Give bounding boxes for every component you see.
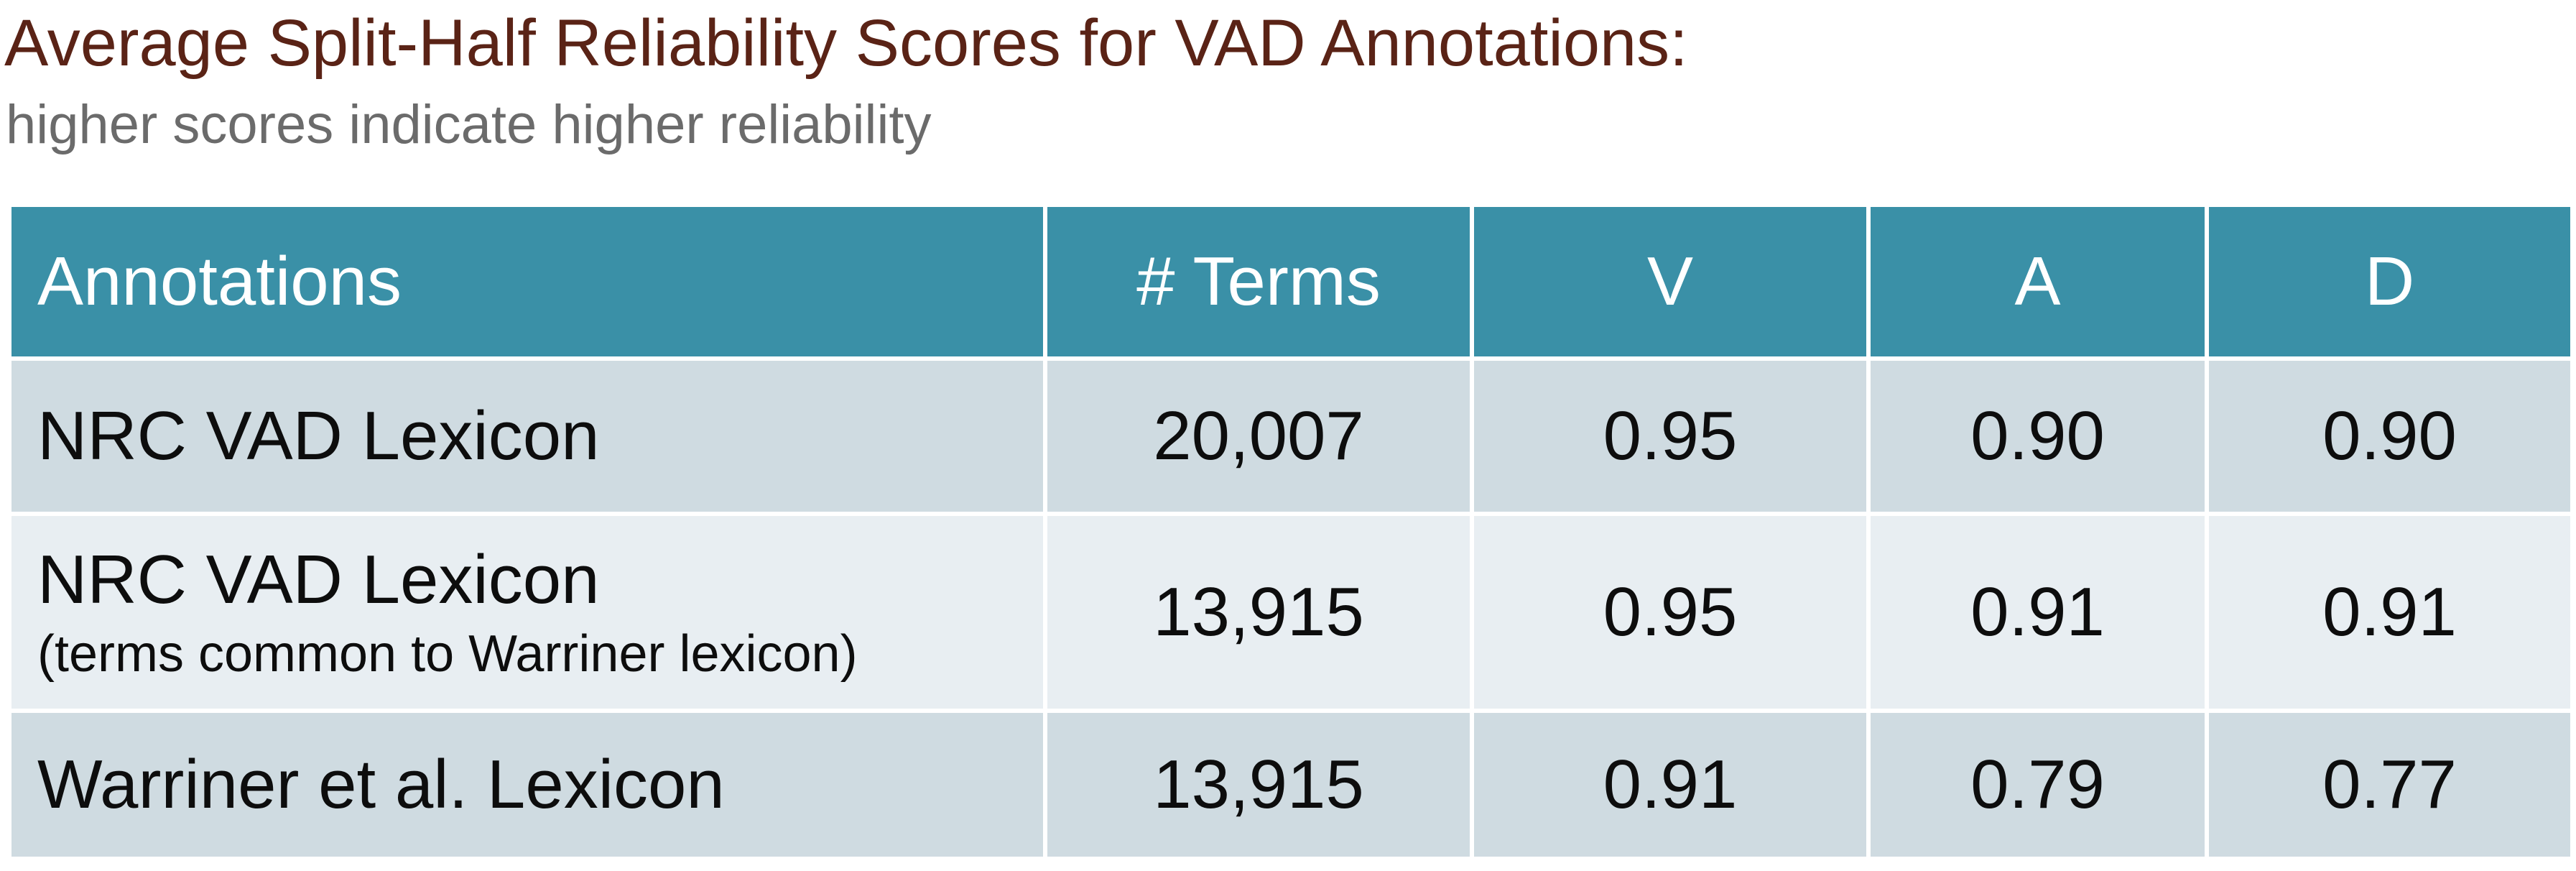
annotation-cell: NRC VAD Lexicon: [7, 356, 1047, 516]
table-row: NRC VAD Lexicon (terms common to Warrine…: [7, 512, 2575, 713]
a-cell: 0.90: [1866, 356, 2209, 516]
reliability-table: Annotations # Terms V A D NRC VAD Lexico…: [7, 203, 2575, 861]
a-cell: 0.79: [1866, 709, 2209, 861]
v-cell: 0.91: [1470, 709, 1871, 861]
v-cell: 0.95: [1470, 512, 1871, 713]
a-cell: 0.91: [1866, 512, 2209, 713]
header-terms: # Terms: [1043, 203, 1474, 361]
d-cell: 0.90: [2205, 356, 2575, 516]
annotation-label: NRC VAD Lexicon: [37, 541, 600, 618]
d-cell: 0.91: [2205, 512, 2575, 713]
annotation-label: Warriner et al. Lexicon: [37, 746, 725, 823]
table-header-row: Annotations # Terms V A D: [7, 203, 2575, 361]
annotation-note: (terms common to Warriner lexicon): [37, 625, 858, 683]
annotation-cell: NRC VAD Lexicon (terms common to Warrine…: [7, 512, 1047, 713]
header-v: V: [1470, 203, 1871, 361]
header-d: D: [2205, 203, 2575, 361]
header-annotations: Annotations: [7, 203, 1047, 361]
v-cell: 0.95: [1470, 356, 1871, 516]
annotation-cell: Warriner et al. Lexicon: [7, 709, 1047, 861]
terms-cell: 20,007: [1043, 356, 1474, 516]
table-row: Warriner et al. Lexicon 13,915 0.91 0.79…: [7, 709, 2575, 861]
d-cell: 0.77: [2205, 709, 2575, 861]
page-subtitle: higher scores indicate higher reliabilit…: [6, 94, 932, 155]
terms-cell: 13,915: [1043, 709, 1474, 861]
page-title: Average Split-Half Reliability Scores fo…: [4, 6, 1688, 80]
terms-cell: 13,915: [1043, 512, 1474, 713]
header-a: A: [1866, 203, 2209, 361]
table-row: NRC VAD Lexicon 20,007 0.95 0.90 0.90: [7, 356, 2575, 516]
annotation-label: NRC VAD Lexicon: [37, 397, 600, 474]
